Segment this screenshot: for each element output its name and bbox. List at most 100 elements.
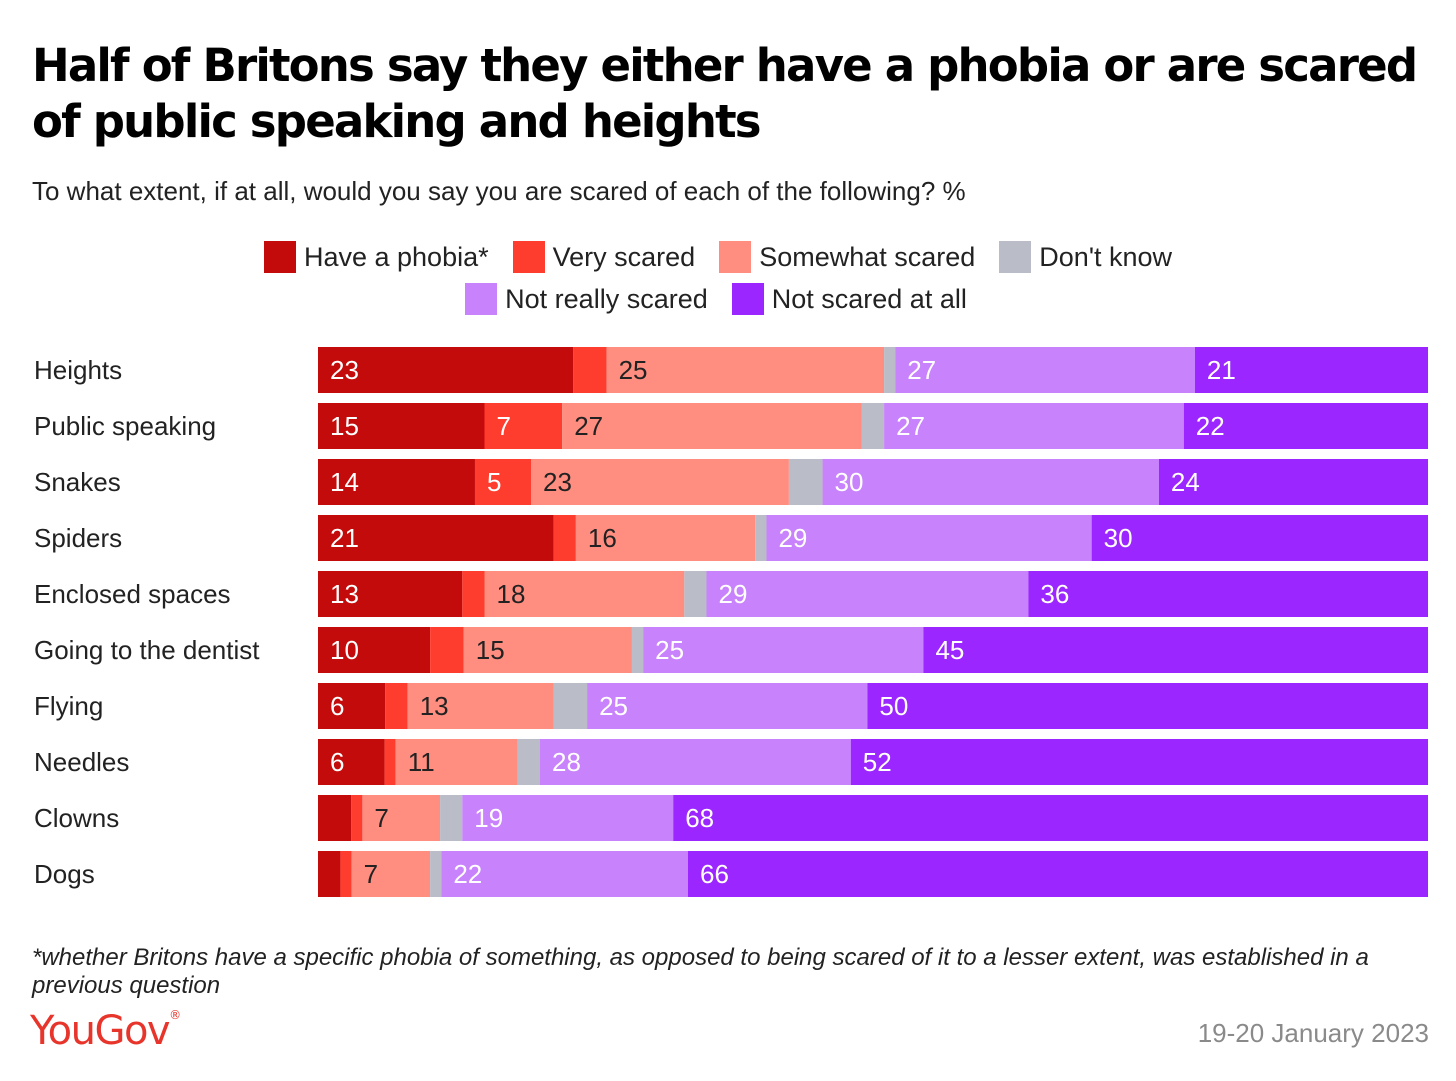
bar-segment-have-a-phobia [318,627,431,673]
bar-segment-very-scared [474,459,532,505]
bar-segment-not-really-scared [643,627,924,673]
legend-item-somewhat-scared: Somewhat scared [719,241,975,273]
legend-label-not-scared-at-all: Not scared at all [771,283,967,314]
legend-label-dont-know: Don't know [1039,241,1173,272]
bar-segment-very-scared [340,851,352,897]
bar-segment-not-really-scared [462,795,674,841]
data-label: 24 [1171,467,1200,497]
data-label: 27 [574,411,603,441]
bar-row-needles: Needles 6 11 28 52 [34,739,1428,785]
bar-segment-somewhat-scared [351,851,431,897]
bar-segment-not-scared-at-all [923,627,1428,673]
bar-segment-have-a-phobia [318,515,554,561]
bar-row-going-to-the-dentist: Going to the dentist 10 15 25 45 [34,627,1428,673]
bar-segment-have-a-phobia [318,571,463,617]
bar-segment-have-a-phobia [318,683,386,729]
category-label: Clowns [34,803,119,833]
bar-segment-somewhat-scared [575,515,756,561]
bar-row-clowns: Clowns 7 19 68 [34,795,1428,841]
bar-row-snakes: Snakes 14 5 23 30 24 [34,459,1428,505]
survey-date: 19-20 January 2023 [1197,1018,1429,1048]
legend-item-not-scared-at-all: Not scared at all [731,283,967,315]
data-label: 29 [719,579,748,609]
data-label: 18 [497,579,526,609]
data-label: 7 [374,803,388,833]
bar-segment-not-really-scared [822,459,1159,505]
legend-swatch-not-really-scared [465,283,498,315]
footnote: *whether Britons have a specific phobia … [32,944,1369,999]
category-label: Needles [34,747,129,777]
data-label: 21 [330,523,359,553]
data-label: 14 [330,467,359,497]
data-label: 25 [599,691,628,721]
data-label: 29 [778,523,807,553]
bar-segment-somewhat-scared [362,795,441,841]
data-label: 27 [907,355,936,385]
bar-segment-somewhat-scared [562,403,862,449]
data-label: 25 [619,355,648,385]
legend-swatch-have-a-phobia [263,241,296,273]
data-label: 23 [330,355,359,385]
bar-segment-don-t-know [631,627,644,673]
bar-segment-somewhat-scared [463,627,632,673]
yougov-logo: YouGov® [30,1008,182,1054]
bar-segment-somewhat-scared [606,347,885,393]
data-label: 28 [552,747,581,777]
bar-segment-somewhat-scared [395,739,518,785]
data-label: 7 [497,411,511,441]
data-label: 6 [330,747,344,777]
brand-name: YouGov [30,1008,171,1054]
bar-segment-don-t-know [861,403,885,449]
bar-segment-don-t-know [440,795,463,841]
data-label: 27 [896,411,925,441]
bar-segment-somewhat-scared [484,571,685,617]
category-label: Enclosed spaces [34,579,231,609]
data-label: 30 [1104,523,1133,553]
data-label: 5 [487,467,501,497]
legend-row-2: Not really scared Not scared at all [0,283,1444,315]
bar-segment-very-scared [385,683,408,729]
bar-segment-don-t-know [684,571,707,617]
bar-segment-not-really-scared [766,515,1092,561]
data-label: 25 [655,635,684,665]
legend-swatch-dont-know [999,241,1032,273]
data-label: 7 [364,859,378,889]
legend-label-have-a-phobia: Have a phobia* [303,241,489,272]
data-label: 68 [685,803,714,833]
bar-segment-have-a-phobia [318,403,485,449]
bar-segment-not-scared-at-all [1194,347,1428,393]
legend-label-not-really-scared: Not really scared [505,283,708,314]
bar-row-heights: Heights 23 25 27 21 [34,347,1428,393]
data-label: 6 [330,691,344,721]
data-label: 11 [408,747,435,777]
bar-segment-not-really-scared [441,851,688,897]
bar-segment-have-a-phobia [318,795,352,841]
bar-segment-not-scared-at-all [688,851,1428,897]
legend-swatch-very-scared [512,241,545,273]
data-label: 21 [1207,355,1236,385]
category-label: Heights [34,355,122,385]
bar-segment-very-scared [430,627,464,673]
bar-row-public-speaking: Public speaking 15 7 27 27 22 [34,403,1428,449]
category-label: Snakes [34,467,121,497]
chart-subtitle: To what extent, if at all, would you say… [32,176,966,206]
bar-segment-very-scared [351,795,363,841]
bar-row-enclosed-spaces: Enclosed spaces 13 18 29 36 [34,571,1428,617]
data-label: 19 [474,803,503,833]
bar-segment-not-really-scared [587,683,868,729]
legend-item-have-a-phobia: Have a phobia* [263,241,489,273]
bar-segment-don-t-know [430,851,442,897]
bar-segment-have-a-phobia [318,739,385,785]
bar-segment-don-t-know [755,515,767,561]
category-label: Spiders [34,523,122,553]
bar-segment-don-t-know [788,459,823,505]
bar-segment-not-scared-at-all [1158,459,1428,505]
chart-title: Half of Britons say they either have a p… [32,39,1418,148]
bar-segment-have-a-phobia [318,347,574,393]
legend-swatch-somewhat-scared [719,241,752,273]
data-label: 30 [835,467,864,497]
bar-segment-very-scared [573,347,607,393]
legend-swatch-not-scared-at-all [731,283,764,315]
bar-row-flying: Flying 6 13 25 50 [34,683,1428,729]
bar-segment-somewhat-scared [407,683,554,729]
